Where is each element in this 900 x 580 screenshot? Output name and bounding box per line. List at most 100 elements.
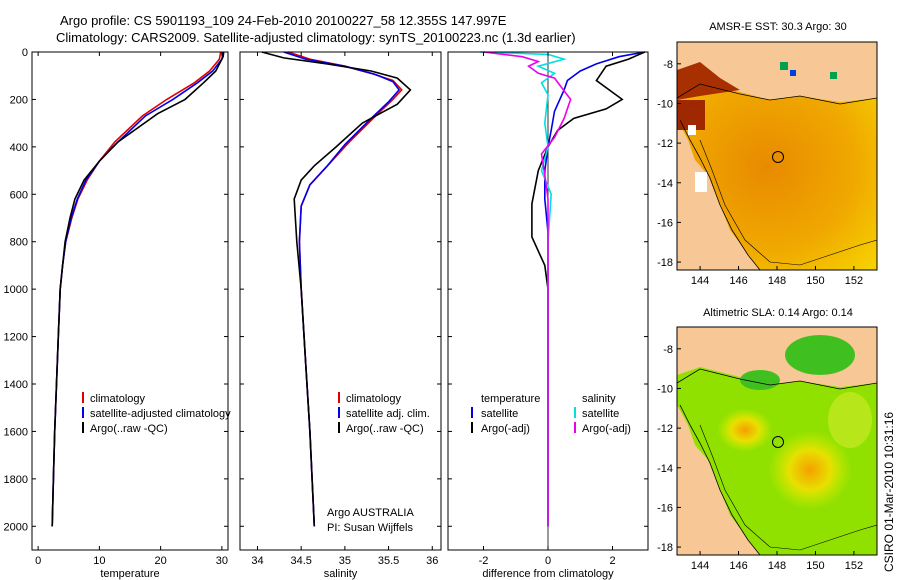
- argo-position-marker: [772, 151, 784, 163]
- side-stamp: CSIRO 01-Mar-2010 10:31:16: [882, 412, 896, 572]
- legend-swatch-black: [471, 422, 473, 433]
- legend-swatch-blue: [82, 407, 84, 418]
- figure-title-line2: Climatology: CARS2009. Satellite-adjuste…: [56, 30, 576, 45]
- y-tick-label: 2000: [4, 521, 28, 533]
- y-tick-label: 200: [10, 94, 28, 106]
- legend-label: climatology: [90, 393, 146, 405]
- pi-annotation: PI: Susan Wijffels: [327, 522, 413, 534]
- legend-heading-salinity: salinity: [582, 393, 616, 405]
- sla-mid-patch: [828, 392, 872, 448]
- sst-map-title: AMSR-E SST: 30.3 Argo: 30: [709, 21, 847, 33]
- depth-contour: [699, 139, 877, 266]
- x-tick-label: 10: [93, 555, 105, 567]
- map-y-tick-label: -16: [657, 217, 673, 229]
- sst-map: AMSR-E SST: 30.3 Argo: 30 144 146 148 150 15…: [657, 21, 878, 287]
- x-tick-label: 30: [216, 555, 228, 567]
- difference-legend: temperature satellite Argo(-adj) salinit…: [471, 393, 631, 435]
- coastline: [679, 119, 761, 270]
- plot-frame: [31, 51, 229, 551]
- x-tick-label: 2: [609, 555, 615, 567]
- map-y-tick-label: -14: [657, 178, 673, 190]
- x-axis-label: salinity: [324, 568, 358, 580]
- sla-low-patch: [785, 335, 855, 375]
- coastline: [677, 368, 877, 390]
- legend-swatch-magenta: [574, 422, 576, 433]
- series-line-blue: [51, 51, 224, 527]
- series-line-black: [51, 51, 225, 527]
- y-tick-label: 1800: [4, 474, 28, 486]
- map-x-tick-label: 146: [729, 560, 747, 572]
- x-tick-label: 0: [35, 555, 41, 567]
- map-x-tick-label: 148: [768, 560, 786, 572]
- x-tick-label: 20: [155, 555, 167, 567]
- y-tick-label: 1000: [4, 284, 28, 296]
- sst-ocean-field: [677, 82, 877, 270]
- legend-label: Argo(-adj): [481, 423, 530, 435]
- x-tick-label: 34.5: [290, 555, 311, 567]
- map-y-tick-label: -12: [657, 423, 673, 435]
- map-y-tick-label: -14: [657, 463, 673, 475]
- legend-swatch-black: [338, 422, 340, 433]
- y-tick-label: 400: [10, 142, 28, 154]
- legend-swatch-red: [338, 392, 340, 403]
- x-tick-label: 34: [251, 555, 263, 567]
- map-y-tick-label: -16: [657, 502, 673, 514]
- series-line-blue: [544, 51, 645, 527]
- y-tick-label: 1400: [4, 379, 28, 391]
- sst-missing-pixel: [695, 172, 707, 192]
- legend-swatch-red: [82, 392, 84, 403]
- y-tick-label: 600: [10, 189, 28, 201]
- y-tick-label: 800: [10, 237, 28, 249]
- legend-label: Argo(-adj): [582, 423, 631, 435]
- argo-country-annotation: Argo AUSTRALIA: [327, 507, 414, 519]
- map-y-tick-label: -18: [657, 257, 673, 269]
- legend-swatch-cyan: [574, 407, 576, 418]
- sla-map-title: Altimetric SLA: 0.14 Argo: 0.14: [703, 307, 853, 319]
- sst-cloud-pixel: [790, 70, 796, 76]
- series-line-red: [51, 51, 222, 527]
- sst-missing-pixel: [688, 125, 696, 135]
- map-x-tick-label: 152: [845, 560, 863, 572]
- legend-label: Argo(..raw -QC): [90, 423, 168, 435]
- map-x-tick-label: 144: [691, 275, 709, 287]
- legend-swatch-black: [82, 422, 84, 433]
- depth-contour: [699, 424, 877, 551]
- x-tick-label: 35: [339, 555, 351, 567]
- y-tick-label: 1200: [4, 332, 28, 344]
- map-y-tick-label: -8: [663, 344, 673, 356]
- sst-cloud-pixel: [830, 72, 837, 79]
- map-x-tick-label: 150: [806, 275, 824, 287]
- legend-label: climatology: [346, 393, 402, 405]
- legend-label: satellite: [481, 408, 518, 420]
- series-line-black: [531, 51, 646, 527]
- sla-map: Altimetric SLA: 0.14 Argo: 0.14 144 146 14…: [657, 307, 878, 572]
- sst-cloud-pixel: [780, 62, 788, 70]
- legend-heading-temperature: temperature: [481, 393, 540, 405]
- x-tick-label: 36: [426, 555, 438, 567]
- series-line-black: [261, 51, 412, 527]
- map-x-tick-label: 148: [768, 275, 786, 287]
- temperature-legend: climatology satellite-adjusted climatolo…: [82, 392, 231, 435]
- series-line-magenta: [483, 51, 572, 527]
- legend-label: satellite-adjusted climatology: [90, 408, 231, 420]
- legend-swatch-blue: [471, 407, 473, 418]
- coastline: [679, 404, 761, 555]
- coastline: [677, 83, 877, 105]
- legend-label: satellite adj. clim.: [346, 408, 430, 420]
- y-tick-label: 0: [22, 47, 28, 59]
- map-x-tick-label: 152: [845, 275, 863, 287]
- x-tick-label: -2: [479, 555, 489, 567]
- map-x-tick-label: 150: [806, 560, 824, 572]
- map-y-tick-label: -18: [657, 542, 673, 554]
- plot-frame: [239, 51, 442, 551]
- x-tick-label: 0: [545, 555, 551, 567]
- salinity-panel: 34 34.5 35 35.5 36 salinity: [239, 51, 442, 580]
- x-axis-label: difference from climatology: [482, 568, 614, 580]
- salinity-legend: climatology satellite adj. clim. Argo(..…: [327, 392, 430, 534]
- argo-position-marker: [772, 436, 784, 448]
- sla-high-patch: [717, 408, 773, 452]
- x-tick-label: 35.5: [378, 555, 399, 567]
- map-y-tick-label: -10: [657, 98, 673, 110]
